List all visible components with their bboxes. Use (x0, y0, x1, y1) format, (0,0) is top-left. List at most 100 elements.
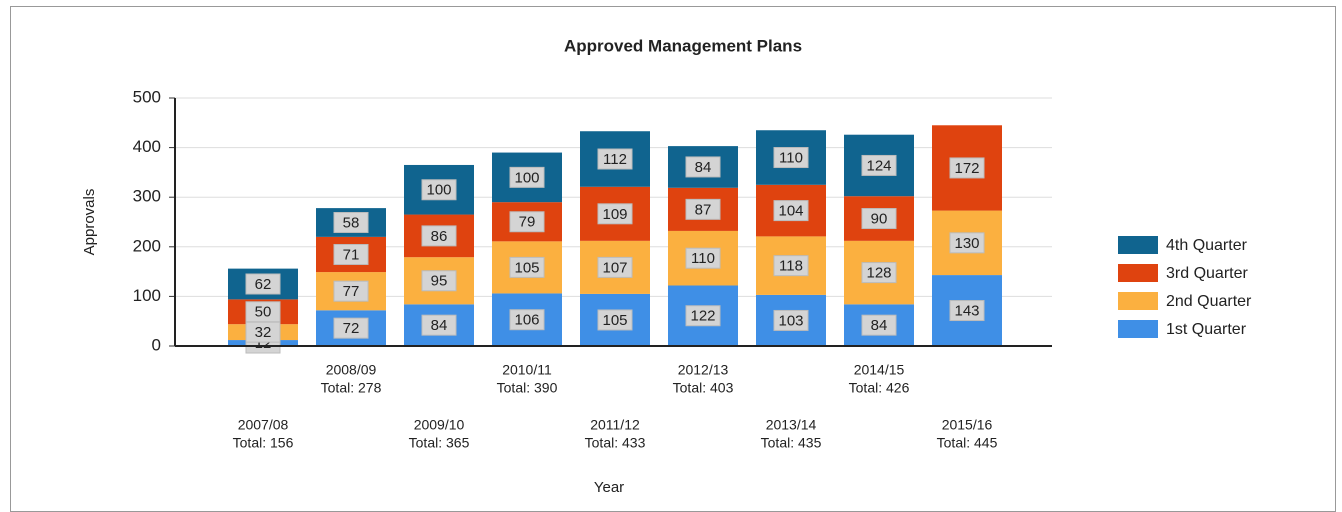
data-label: 107 (602, 259, 627, 276)
data-label-box (509, 309, 545, 331)
data-label: 172 (954, 160, 979, 177)
data-label: 112 (603, 151, 627, 168)
x-tick-total: Total: 426 (849, 380, 910, 396)
data-label-box (333, 211, 369, 233)
x-tick-label: 2008/09 (326, 362, 377, 378)
y-axis-title: Approvals (81, 189, 98, 256)
x-tick-total: Total: 156 (233, 435, 294, 451)
x-tick-total: Total: 445 (937, 435, 998, 451)
legend-label: 2nd Quarter (1166, 293, 1252, 310)
data-label-box (421, 179, 457, 201)
data-label: 79 (519, 214, 536, 231)
data-label-box (949, 232, 985, 254)
data-label: 84 (695, 159, 712, 176)
x-tick-total: Total: 403 (673, 380, 734, 396)
data-label-box (685, 305, 721, 327)
data-label: 84 (871, 317, 888, 334)
data-label-box (773, 255, 809, 277)
data-label: 87 (695, 201, 712, 218)
data-label-box (509, 166, 545, 188)
data-label: 100 (514, 169, 539, 186)
x-tick-label: 2007/08 (238, 417, 289, 433)
data-label: 110 (779, 149, 803, 166)
data-label: 118 (779, 258, 803, 275)
data-label-box (773, 147, 809, 169)
chart-title: Approved Management Plans (564, 36, 802, 55)
data-label: 143 (954, 303, 979, 320)
data-label: 86 (431, 228, 448, 245)
data-label: 105 (602, 312, 627, 329)
y-tick-label: 300 (133, 187, 161, 206)
data-label: 84 (431, 317, 448, 334)
data-label-box (333, 243, 369, 265)
x-axis-title: Year (594, 479, 624, 496)
data-label: 50 (255, 304, 272, 321)
data-label-box (773, 200, 809, 222)
data-label-box (509, 256, 545, 278)
data-label-box (949, 157, 985, 179)
y-tick-label: 500 (133, 87, 161, 106)
data-label: 32 (255, 324, 272, 341)
data-label: 124 (866, 157, 891, 174)
x-tick-label: 2010/11 (502, 362, 552, 378)
x-tick-label: 2013/14 (766, 417, 817, 433)
y-tick-label: 400 (133, 137, 161, 156)
data-label-box (685, 156, 721, 178)
legend-label: 1st Quarter (1166, 321, 1247, 338)
data-label: 128 (866, 265, 891, 282)
y-tick-label: 200 (133, 236, 161, 255)
data-label: 105 (514, 259, 539, 276)
y-tick-label: 0 (152, 335, 161, 354)
legend-swatch (1118, 320, 1158, 338)
data-label: 100 (426, 182, 451, 199)
x-tick-label: 2014/15 (854, 362, 905, 378)
data-label: 90 (871, 210, 888, 227)
legend-swatch (1118, 264, 1158, 282)
data-label: 106 (514, 312, 539, 329)
data-label-box (509, 211, 545, 233)
x-tick-total: Total: 390 (497, 380, 558, 396)
data-label-box (861, 154, 897, 176)
legend-label: 3rd Quarter (1166, 265, 1248, 282)
data-label-box (421, 314, 457, 336)
x-tick-total: Total: 433 (585, 435, 646, 451)
legend-swatch (1118, 292, 1158, 310)
data-label-box (421, 270, 457, 292)
data-label-box (597, 148, 633, 170)
data-label-box (245, 301, 281, 323)
data-label: 62 (255, 276, 272, 293)
legend-label: 4th Quarter (1166, 237, 1248, 254)
data-label: 110 (691, 250, 715, 267)
y-tick-label: 100 (133, 286, 161, 305)
data-label-box (597, 256, 633, 278)
data-label: 95 (431, 273, 448, 290)
data-label: 130 (954, 235, 979, 252)
x-tick-label: 2009/10 (414, 417, 465, 433)
data-label: 109 (602, 206, 627, 223)
data-label-box (597, 203, 633, 225)
data-label: 122 (690, 308, 715, 325)
data-label-box (773, 309, 809, 331)
data-label: 71 (343, 246, 360, 263)
x-tick-label: 2012/13 (678, 362, 729, 378)
legend-swatch (1118, 236, 1158, 254)
x-tick-total: Total: 278 (321, 380, 382, 396)
data-label: 104 (778, 203, 803, 220)
data-label-box (861, 208, 897, 230)
x-tick-total: Total: 365 (409, 435, 470, 451)
data-label-box (861, 314, 897, 336)
x-tick-total: Total: 435 (761, 435, 822, 451)
data-label-box (333, 317, 369, 339)
data-label-box (949, 300, 985, 322)
data-label-box (685, 247, 721, 269)
data-label: 72 (343, 320, 360, 337)
data-label-box (333, 280, 369, 302)
data-label-box (245, 273, 281, 295)
x-tick-label: 2015/16 (942, 417, 993, 433)
data-label-box (597, 309, 633, 331)
data-label: 58 (343, 214, 360, 231)
data-label-box (421, 225, 457, 247)
data-label-box (861, 262, 897, 284)
x-tick-label: 2011/12 (590, 417, 640, 433)
